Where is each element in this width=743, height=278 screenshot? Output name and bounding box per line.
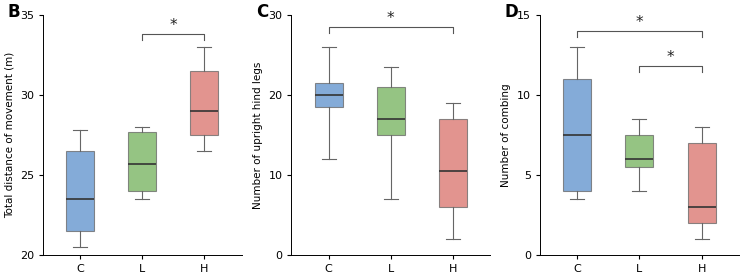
Text: C: C <box>256 3 268 21</box>
PathPatch shape <box>563 79 591 191</box>
Text: *: * <box>169 18 177 33</box>
Y-axis label: Number of upright hind legs: Number of upright hind legs <box>253 61 263 208</box>
Text: B: B <box>7 3 20 21</box>
PathPatch shape <box>626 135 653 167</box>
Text: *: * <box>635 15 643 30</box>
Y-axis label: Number of combing: Number of combing <box>502 83 511 187</box>
PathPatch shape <box>129 132 156 191</box>
Text: *: * <box>666 50 675 65</box>
PathPatch shape <box>439 119 467 207</box>
PathPatch shape <box>377 87 405 135</box>
Text: *: * <box>387 11 395 26</box>
Text: D: D <box>504 3 518 21</box>
PathPatch shape <box>687 143 716 223</box>
PathPatch shape <box>66 151 94 231</box>
Y-axis label: Total distance of movement (m): Total distance of movement (m) <box>4 52 14 218</box>
PathPatch shape <box>190 71 218 135</box>
PathPatch shape <box>315 83 343 107</box>
